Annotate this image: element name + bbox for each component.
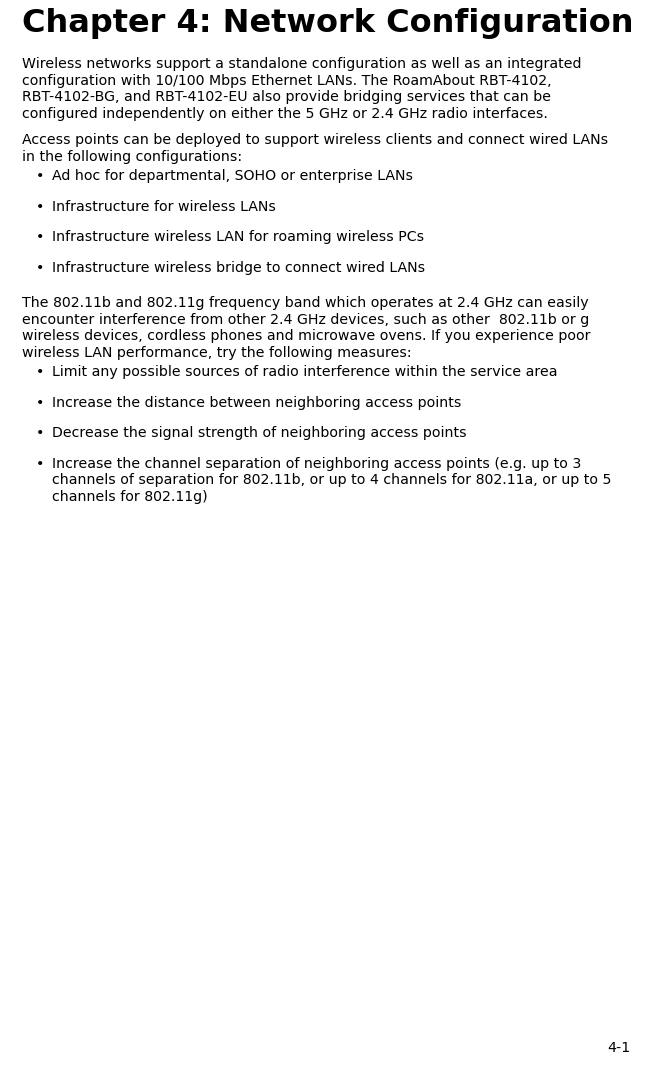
- Text: Infrastructure for wireless LANs: Infrastructure for wireless LANs: [52, 199, 276, 214]
- Text: 4-1: 4-1: [607, 1041, 630, 1055]
- Text: Access points can be deployed to support wireless clients and connect wired LANs: Access points can be deployed to support…: [22, 133, 608, 147]
- Text: Limit any possible sources of radio interference within the service area: Limit any possible sources of radio inte…: [52, 365, 557, 379]
- Text: encounter interference from other 2.4 GHz devices, such as other  802.11b or g: encounter interference from other 2.4 GH…: [22, 312, 589, 327]
- Text: •: •: [36, 261, 44, 275]
- Text: •: •: [36, 230, 44, 244]
- Text: •: •: [36, 457, 44, 471]
- Text: in the following configurations:: in the following configurations:: [22, 149, 242, 164]
- Text: Infrastructure wireless LAN for roaming wireless PCs: Infrastructure wireless LAN for roaming …: [52, 230, 424, 244]
- Text: RBT-4102-BG, and RBT-4102-EU also provide bridging services that can be: RBT-4102-BG, and RBT-4102-EU also provid…: [22, 91, 551, 104]
- Text: configured independently on either the 5 GHz or 2.4 GHz radio interfaces.: configured independently on either the 5…: [22, 106, 548, 120]
- Text: Wireless networks support a standalone configuration as well as an integrated: Wireless networks support a standalone c…: [22, 58, 582, 71]
- Text: •: •: [36, 169, 44, 183]
- Text: channels for 802.11g): channels for 802.11g): [52, 490, 207, 504]
- Text: channels of separation for 802.11b, or up to 4 channels for 802.11a, or up to 5: channels of separation for 802.11b, or u…: [52, 473, 612, 487]
- Text: •: •: [36, 199, 44, 214]
- Text: wireless devices, cordless phones and microwave ovens. If you experience poor: wireless devices, cordless phones and mi…: [22, 329, 591, 343]
- Text: Increase the distance between neighboring access points: Increase the distance between neighborin…: [52, 395, 462, 410]
- Text: Chapter 4: Network Configuration: Chapter 4: Network Configuration: [22, 9, 634, 39]
- Text: Ad hoc for departmental, SOHO or enterprise LANs: Ad hoc for departmental, SOHO or enterpr…: [52, 169, 413, 183]
- Text: Increase the channel separation of neighboring access points (e.g. up to 3: Increase the channel separation of neigh…: [52, 457, 582, 471]
- Text: •: •: [36, 365, 44, 379]
- Text: wireless LAN performance, try the following measures:: wireless LAN performance, try the follow…: [22, 345, 411, 360]
- Text: •: •: [36, 426, 44, 440]
- Text: Decrease the signal strength of neighboring access points: Decrease the signal strength of neighbor…: [52, 426, 467, 440]
- Text: The 802.11b and 802.11g frequency band which operates at 2.4 GHz can easily: The 802.11b and 802.11g frequency band w…: [22, 296, 589, 310]
- Text: Infrastructure wireless bridge to connect wired LANs: Infrastructure wireless bridge to connec…: [52, 261, 425, 275]
- Text: configuration with 10/100 Mbps Ethernet LANs. The RoamAbout RBT-4102,: configuration with 10/100 Mbps Ethernet …: [22, 73, 552, 87]
- Text: •: •: [36, 395, 44, 410]
